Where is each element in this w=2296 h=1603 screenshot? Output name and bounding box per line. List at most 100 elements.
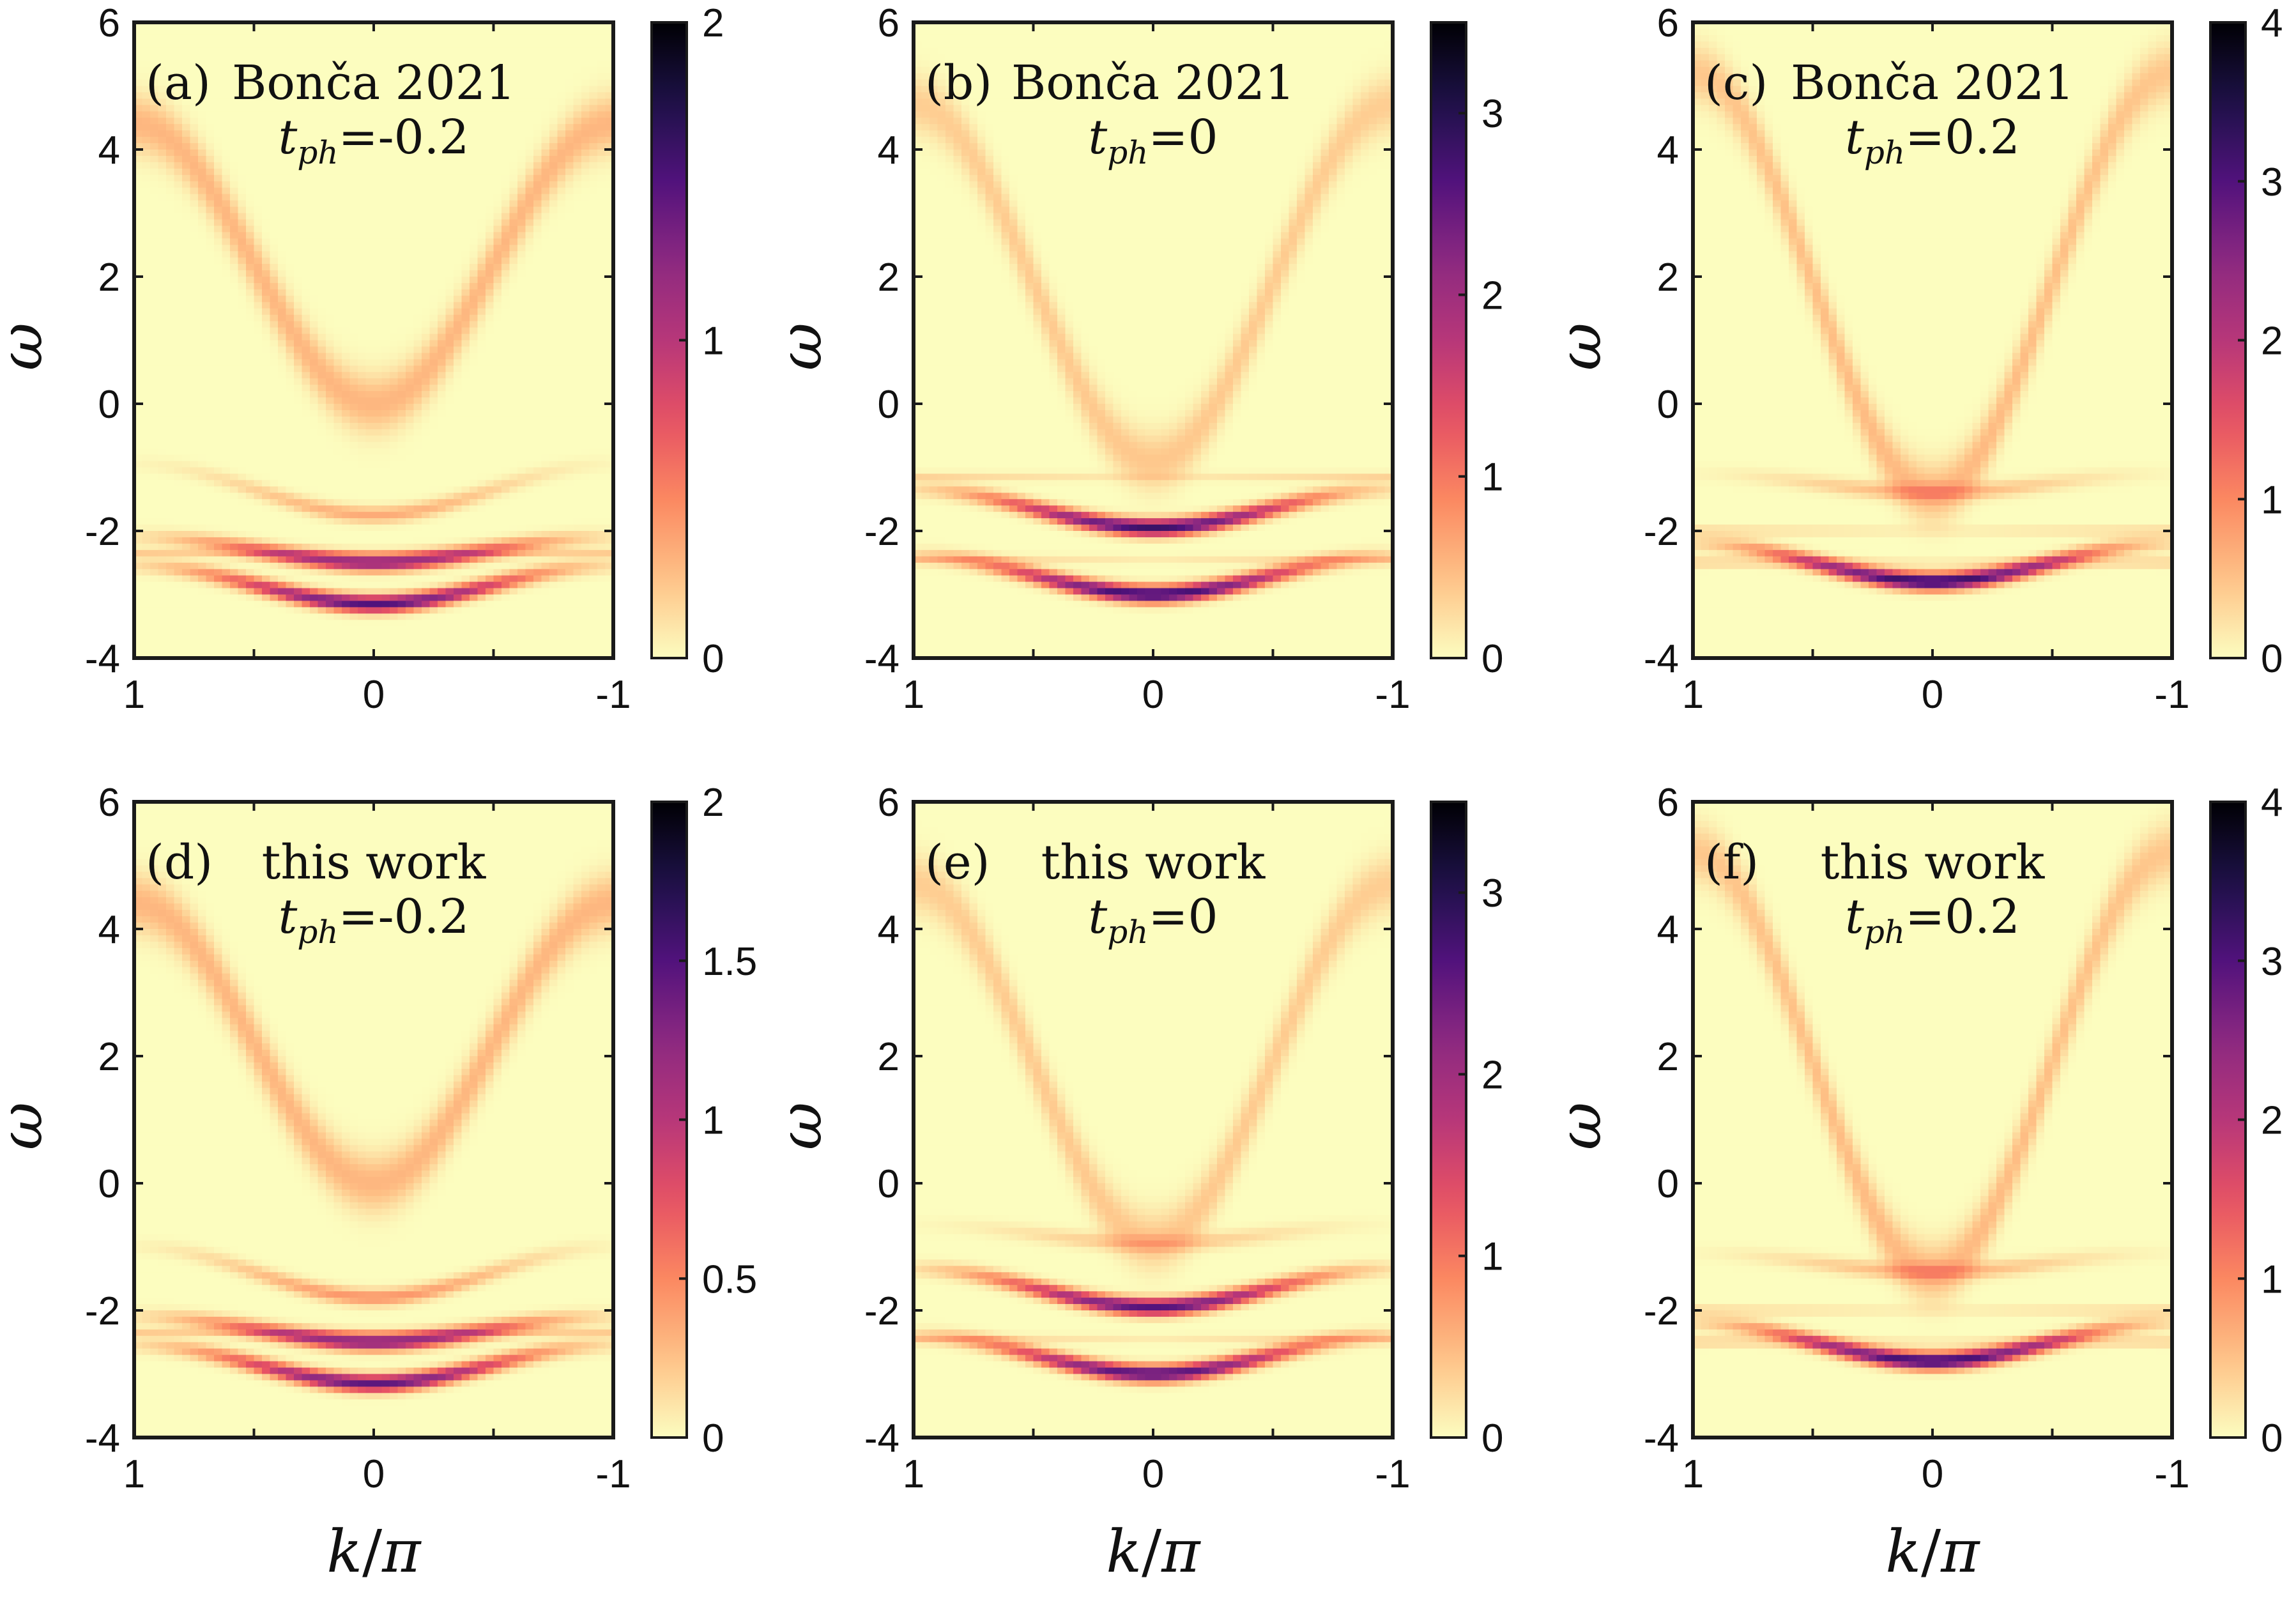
heatmap-cell xyxy=(166,207,174,214)
heatmap-cell xyxy=(214,42,222,49)
heatmap-cell xyxy=(222,143,231,150)
heatmap-cell xyxy=(222,365,231,372)
heatmap-cell xyxy=(174,645,183,652)
heatmap-cell xyxy=(198,480,206,487)
heatmap-cell xyxy=(230,346,238,353)
heatmap-cell xyxy=(214,645,222,652)
heatmap-cell xyxy=(230,29,238,36)
heatmap-cell xyxy=(174,296,183,303)
heatmap-cell xyxy=(158,169,167,176)
heatmap-cell xyxy=(206,556,215,564)
heatmap-cell xyxy=(198,156,206,163)
heatmap-cell xyxy=(150,417,158,424)
heatmap-cell xyxy=(190,442,199,449)
heatmap-cell xyxy=(182,372,190,379)
heatmap-cell xyxy=(214,315,222,322)
heatmap-cell xyxy=(158,595,167,602)
heatmap-cell xyxy=(150,531,158,538)
heatmap-cell xyxy=(230,238,238,245)
heatmap-cell xyxy=(198,321,206,328)
heatmap-cell xyxy=(198,207,206,214)
heatmap-cell xyxy=(190,341,199,348)
heatmap-cell xyxy=(206,194,215,201)
heatmap-cell xyxy=(174,232,183,239)
heatmap-cell xyxy=(150,334,158,341)
heatmap-cell xyxy=(222,296,231,303)
heatmap-cell xyxy=(206,518,215,525)
heatmap-cell xyxy=(142,341,151,348)
heatmap-cell xyxy=(142,442,151,449)
heatmap-cell xyxy=(182,404,190,411)
heatmap-cell xyxy=(214,582,222,589)
heatmap-cell xyxy=(142,639,151,646)
heatmap-cell xyxy=(182,156,190,163)
heatmap-cell xyxy=(214,226,222,233)
heatmap-cell xyxy=(158,391,167,398)
heatmap-cell xyxy=(166,449,174,456)
heatmap-cell xyxy=(214,73,222,81)
heatmap-cell xyxy=(158,29,167,36)
heatmap-cell xyxy=(230,365,238,372)
heatmap-cell xyxy=(182,473,190,480)
heatmap-cell xyxy=(182,124,190,131)
heatmap-cell xyxy=(198,436,206,443)
heatmap-cell xyxy=(142,417,151,424)
heatmap-cell xyxy=(190,188,199,195)
heatmap-cell xyxy=(150,455,158,462)
heatmap-cell xyxy=(222,595,231,602)
heatmap-cell xyxy=(158,302,167,309)
heatmap-cell xyxy=(166,639,174,646)
heatmap-cell xyxy=(150,124,158,131)
heatmap-cell xyxy=(166,264,174,271)
heatmap-cell xyxy=(182,525,190,532)
heatmap-cell xyxy=(158,257,167,265)
heatmap-cell xyxy=(214,156,222,163)
heatmap-cell xyxy=(198,620,206,627)
heatmap-cell xyxy=(222,461,231,468)
heatmap-cell xyxy=(174,365,183,372)
heatmap-cell xyxy=(198,270,206,277)
heatmap-cell xyxy=(142,499,151,506)
heatmap-cell xyxy=(182,29,190,36)
heatmap-cell xyxy=(198,486,206,493)
heatmap-cell xyxy=(190,264,199,271)
heatmap-cell xyxy=(182,245,190,252)
heatmap-cell xyxy=(158,582,167,589)
heatmap-cell xyxy=(198,150,206,157)
heatmap-cell xyxy=(222,576,231,583)
heatmap-cell xyxy=(174,29,183,36)
heatmap-cell xyxy=(214,118,222,125)
heatmap-cell xyxy=(214,353,222,360)
heatmap-cell xyxy=(206,442,215,449)
heatmap-cell xyxy=(158,270,167,277)
heatmap-cell xyxy=(214,251,222,258)
heatmap-cell xyxy=(182,296,190,303)
heatmap-cell xyxy=(166,429,174,436)
heatmap-cell xyxy=(158,353,167,360)
heatmap-cell xyxy=(158,194,167,201)
heatmap-cell xyxy=(166,423,174,430)
heatmap-cell xyxy=(206,461,215,468)
heatmap-cell xyxy=(158,486,167,493)
heatmap-cell xyxy=(150,169,158,176)
heatmap-cell xyxy=(222,518,231,525)
heatmap-cell xyxy=(166,302,174,309)
heatmap-cell xyxy=(166,353,174,360)
heatmap-cell xyxy=(206,486,215,493)
heatmap-cell xyxy=(142,251,151,258)
heatmap-cell xyxy=(182,576,190,583)
heatmap-cell xyxy=(222,289,231,296)
heatmap-cell xyxy=(206,283,215,290)
heatmap-cell xyxy=(166,512,174,519)
heatmap-cell xyxy=(174,213,183,220)
heatmap-cell xyxy=(182,118,190,125)
heatmap-cell xyxy=(190,449,199,456)
heatmap-cell xyxy=(158,385,167,392)
heatmap-cell xyxy=(182,613,190,620)
heatmap-cell xyxy=(190,429,199,436)
heatmap-cell xyxy=(190,410,199,417)
heatmap-cell xyxy=(230,137,238,144)
heatmap-cell xyxy=(222,346,231,353)
heatmap-cell xyxy=(206,455,215,462)
heatmap-cell xyxy=(158,372,167,379)
